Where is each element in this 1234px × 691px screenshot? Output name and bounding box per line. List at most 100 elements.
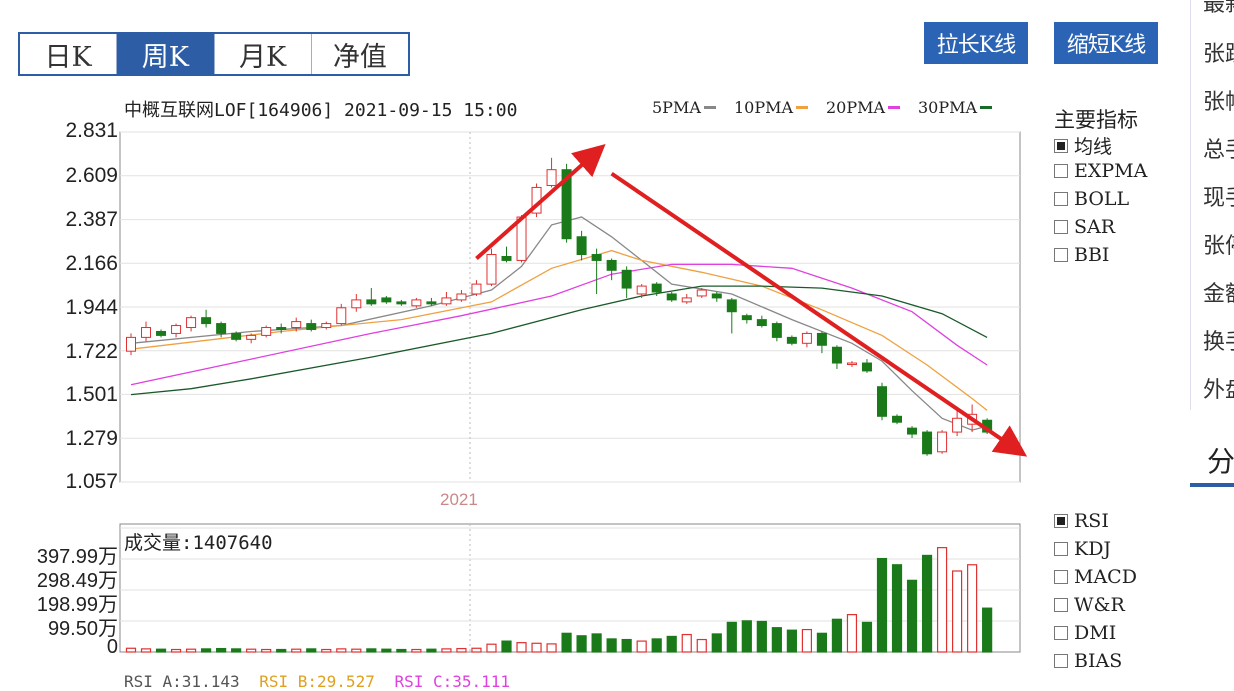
- rsi-a-value: RSI A:31.143: [124, 672, 240, 691]
- candle-body: [756, 319, 767, 327]
- side-item: 金额: [1203, 282, 1234, 307]
- volume-bar: [576, 635, 587, 653]
- checkbox[interactable]: [1054, 164, 1068, 178]
- candle-body: [982, 419, 993, 433]
- ma-line-10PMA: [130, 249, 988, 411]
- y-tick-label: 1.722: [65, 340, 118, 363]
- checkbox[interactable]: [1054, 570, 1068, 584]
- volume-bar: [155, 648, 167, 653]
- volume-bar: [261, 648, 272, 653]
- checkbox[interactable]: [1054, 138, 1068, 153]
- indicator-expma[interactable]: EXPMA: [1054, 160, 1147, 182]
- volume-tick-label: 99.50万: [47, 618, 118, 640]
- volume-bar: [456, 647, 467, 653]
- volume-tick-label: 0: [106, 636, 118, 658]
- indicator-sar[interactable]: SAR: [1054, 216, 1115, 238]
- indicator-label: SAR: [1074, 216, 1116, 238]
- volume-bar: [321, 648, 332, 653]
- checkbox[interactable]: [1054, 598, 1068, 612]
- checkbox[interactable]: [1054, 654, 1068, 668]
- ma-swatch: [796, 106, 809, 109]
- candle-body: [336, 307, 347, 325]
- ma-legend-30: 30PMA: [918, 98, 993, 117]
- volume-bar: [201, 648, 212, 653]
- volume-bar: [621, 638, 632, 653]
- checkbox[interactable]: [1054, 514, 1068, 528]
- candle-body: [711, 293, 722, 299]
- candle-body: [306, 323, 317, 330]
- sub-indicator-wr[interactable]: W&R: [1054, 594, 1125, 616]
- checkbox[interactable]: [1054, 626, 1068, 640]
- candle-body: [621, 269, 632, 289]
- volume-bar: [291, 648, 302, 653]
- checkbox[interactable]: [1054, 542, 1068, 556]
- candle-body: [591, 254, 602, 261]
- candle-body: [636, 285, 647, 295]
- volume-bar: [636, 640, 647, 653]
- y-tick-label: 2.387: [65, 208, 118, 231]
- candle-body: [366, 299, 377, 305]
- side-item: 换手: [1203, 330, 1234, 355]
- indicator-boll[interactable]: BOLL: [1054, 188, 1129, 210]
- ma-legend-label: 5PMA: [652, 98, 701, 117]
- ma-swatch: [888, 106, 901, 109]
- ma-swatch: [703, 106, 716, 109]
- sub-indicator-macd[interactable]: MACD: [1054, 566, 1137, 588]
- indicator-ma[interactable]: 均线: [1054, 132, 1112, 159]
- indicator-label: BOLL: [1074, 188, 1130, 210]
- checkbox[interactable]: [1054, 220, 1068, 234]
- volume-tick-label: 198.99万: [36, 594, 118, 616]
- trend-arrow: [475, 143, 606, 260]
- indicator-label: W&R: [1074, 594, 1125, 616]
- lengthen-kline-button[interactable]: 拉长K线: [924, 22, 1028, 64]
- shorten-kline-button[interactable]: 缩短K线: [1054, 22, 1158, 64]
- volume-bar: [816, 632, 828, 653]
- volume-bar: [501, 640, 512, 653]
- volume-bar: [891, 564, 903, 653]
- volume-bar: [756, 620, 767, 653]
- candle-body: [276, 327, 287, 330]
- side-item: 总手: [1203, 138, 1234, 163]
- volume-bar: [982, 607, 993, 653]
- candle-body: [877, 386, 887, 417]
- candle-body: [816, 332, 827, 346]
- volume-tick-label: 397.99万: [36, 546, 118, 568]
- indicator-label: KDJ: [1074, 538, 1112, 560]
- rsi-b-value: RSI B:29.527: [259, 672, 375, 691]
- volume-bar: [441, 648, 452, 653]
- side-tab-fen[interactable]: 分: [1207, 445, 1234, 478]
- tab-week-k[interactable]: 周K: [117, 34, 215, 74]
- ma-legend-label: 20PMA: [826, 98, 886, 117]
- candle-body: [246, 334, 257, 340]
- candle-body: [126, 336, 136, 352]
- sub-indicator-bias[interactable]: BIAS: [1054, 650, 1122, 672]
- volume-bar: [411, 648, 422, 653]
- y-tick-label: 1.501: [65, 383, 118, 406]
- checkbox[interactable]: [1054, 248, 1068, 262]
- indicator-bbi[interactable]: BBI: [1054, 244, 1109, 266]
- tab-nav[interactable]: 净值: [332, 41, 387, 73]
- sub-indicator-rsi[interactable]: RSI: [1054, 510, 1109, 532]
- candle-body: [846, 362, 857, 366]
- sub-indicator-dmi[interactable]: DMI: [1054, 622, 1116, 644]
- candle-body: [396, 301, 407, 305]
- tab-month-k[interactable]: 月K: [215, 34, 312, 74]
- volume-bar: [681, 633, 692, 653]
- volume-bar: [876, 557, 888, 653]
- indicator-label: MACD: [1074, 566, 1137, 588]
- candles: [126, 157, 993, 456]
- ma-lines: [130, 216, 988, 431]
- checkbox[interactable]: [1054, 192, 1068, 206]
- volume-bar: [846, 614, 858, 653]
- candle-body: [261, 327, 272, 336]
- y-tick-label: 2.609: [65, 164, 118, 187]
- candle-body: [486, 254, 497, 285]
- candle-body: [411, 299, 422, 307]
- ma-line-30PMA: [130, 285, 988, 396]
- tab-day-k[interactable]: 日K: [20, 34, 118, 74]
- trend-arrows: [475, 143, 1028, 457]
- volume-bar: [967, 564, 978, 653]
- volume-bar: [921, 554, 933, 653]
- sub-indicator-kdj[interactable]: KDJ: [1054, 538, 1111, 560]
- side-tab-underline: [1190, 483, 1234, 487]
